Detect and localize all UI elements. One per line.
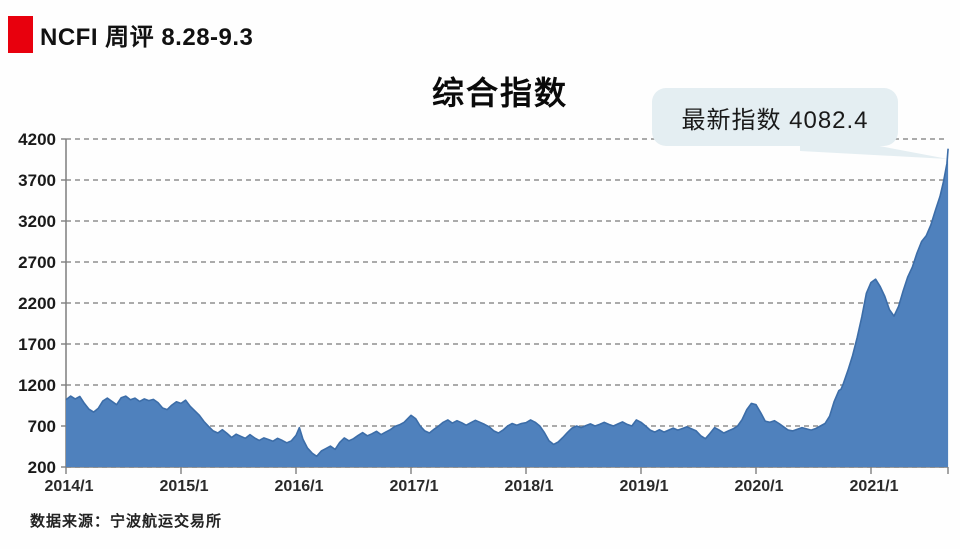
y-axis-tick-label: 2700 bbox=[18, 253, 56, 272]
x-axis-tick-label: 2015/1 bbox=[160, 478, 209, 495]
y-axis-tick-label: 1200 bbox=[18, 376, 56, 395]
report-header: NCFI 周评 8.28-9.3 bbox=[8, 16, 253, 53]
y-axis-tick-label: 4200 bbox=[18, 130, 56, 149]
x-axis-tick-label: 2020/1 bbox=[735, 478, 784, 495]
data-source-note: 数据来源：宁波航运交易所 bbox=[30, 513, 223, 530]
index-line-edge bbox=[65, 148, 949, 458]
latest-index-label: 最新指数 4082.4 bbox=[681, 106, 869, 134]
red-square-bullet-icon bbox=[8, 16, 33, 53]
x-axis-tick-label: 2018/1 bbox=[505, 478, 554, 495]
x-axis-tick-label: 2021/1 bbox=[850, 478, 899, 495]
y-axis-tick-label: 700 bbox=[28, 417, 56, 436]
y-axis-tick-label: 3700 bbox=[18, 171, 56, 190]
x-axis-tick-label: 2019/1 bbox=[620, 478, 669, 495]
y-axis-tick-label: 3200 bbox=[18, 212, 56, 231]
x-axis-tick-label: 2016/1 bbox=[275, 478, 324, 495]
index-area-series bbox=[66, 148, 949, 467]
latest-index-callout: 最新指数 4082.4 bbox=[652, 88, 898, 146]
x-axis-tick-label: 2014/1 bbox=[45, 478, 94, 495]
y-axis-tick-label: 2200 bbox=[18, 294, 56, 313]
y-axis-tick-label: 200 bbox=[28, 458, 56, 477]
report-title: NCFI 周评 8.28-9.3 bbox=[40, 24, 254, 51]
y-axis-tick-label: 1700 bbox=[18, 335, 56, 354]
x-axis-tick-label: 2017/1 bbox=[390, 478, 439, 495]
chart-title: 综合指数 bbox=[431, 75, 569, 111]
